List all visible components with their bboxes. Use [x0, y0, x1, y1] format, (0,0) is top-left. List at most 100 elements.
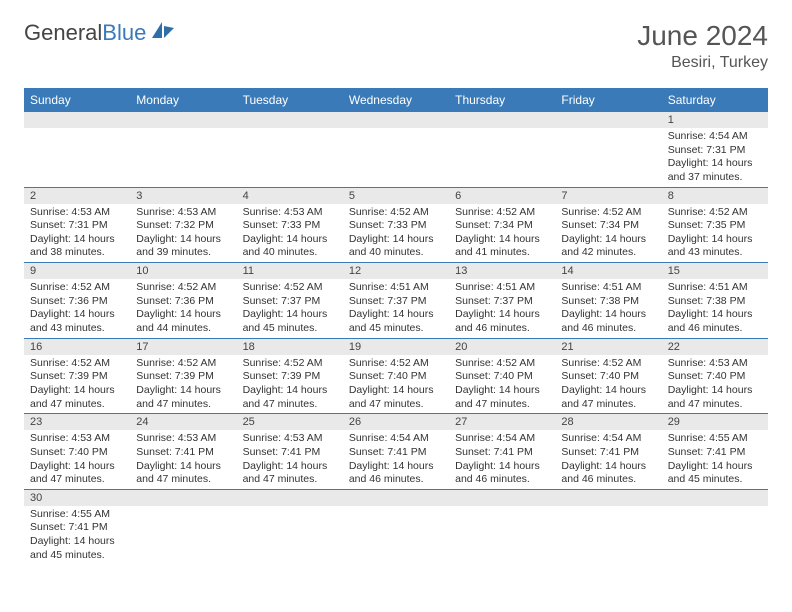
- day-line: and 46 minutes.: [455, 322, 549, 336]
- day-line: Daylight: 14 hours: [136, 460, 230, 474]
- day-line: Daylight: 14 hours: [349, 460, 443, 474]
- day-line: Sunrise: 4:55 AM: [30, 508, 124, 522]
- day-line: Sunrise: 4:54 AM: [455, 432, 549, 446]
- day-content: Sunrise: 4:55 AMSunset: 7:41 PMDaylight:…: [24, 506, 130, 565]
- day-number: 5: [343, 188, 449, 204]
- day-line: and 47 minutes.: [30, 398, 124, 412]
- day-content: Sunrise: 4:52 AMSunset: 7:39 PMDaylight:…: [24, 355, 130, 414]
- calendar-cell: 11Sunrise: 4:52 AMSunset: 7:37 PMDayligh…: [237, 263, 343, 339]
- logo: GeneralBlue: [24, 20, 176, 46]
- calendar-cell: 26Sunrise: 4:54 AMSunset: 7:41 PMDayligh…: [343, 414, 449, 490]
- calendar-cell: [662, 489, 768, 564]
- calendar-cell: 15Sunrise: 4:51 AMSunset: 7:38 PMDayligh…: [662, 263, 768, 339]
- day-line: Sunset: 7:40 PM: [668, 370, 762, 384]
- day-line: and 45 minutes.: [349, 322, 443, 336]
- day-line: Daylight: 14 hours: [136, 308, 230, 322]
- title-block: June 2024 Besiri, Turkey: [637, 20, 768, 72]
- day-content: Sunrise: 4:53 AMSunset: 7:41 PMDaylight:…: [130, 430, 236, 489]
- day-number: 12: [343, 263, 449, 279]
- day-content: [662, 506, 768, 510]
- day-line: and 41 minutes.: [455, 246, 549, 260]
- weekday-header: Friday: [555, 88, 661, 112]
- day-number: 22: [662, 339, 768, 355]
- calendar-cell: 2Sunrise: 4:53 AMSunset: 7:31 PMDaylight…: [24, 187, 130, 263]
- day-line: Sunset: 7:34 PM: [561, 219, 655, 233]
- day-line: Sunset: 7:33 PM: [349, 219, 443, 233]
- day-number: 26: [343, 414, 449, 430]
- day-line: Sunrise: 4:52 AM: [136, 281, 230, 295]
- day-line: and 43 minutes.: [668, 246, 762, 260]
- day-line: and 45 minutes.: [668, 473, 762, 487]
- day-content: Sunrise: 4:52 AMSunset: 7:35 PMDaylight:…: [662, 204, 768, 263]
- calendar-cell: 7Sunrise: 4:52 AMSunset: 7:34 PMDaylight…: [555, 187, 661, 263]
- day-number: [555, 112, 661, 128]
- calendar-cell: [130, 489, 236, 564]
- day-line: and 40 minutes.: [349, 246, 443, 260]
- day-line: Sunrise: 4:54 AM: [668, 130, 762, 144]
- day-line: Sunrise: 4:52 AM: [349, 357, 443, 371]
- calendar-cell: 29Sunrise: 4:55 AMSunset: 7:41 PMDayligh…: [662, 414, 768, 490]
- day-line: and 47 minutes.: [136, 473, 230, 487]
- day-line: Sunrise: 4:51 AM: [561, 281, 655, 295]
- calendar-cell: 10Sunrise: 4:52 AMSunset: 7:36 PMDayligh…: [130, 263, 236, 339]
- calendar-head: SundayMondayTuesdayWednesdayThursdayFrid…: [24, 88, 768, 112]
- day-line: Sunrise: 4:52 AM: [30, 357, 124, 371]
- day-line: Sunset: 7:39 PM: [243, 370, 337, 384]
- calendar-cell: 4Sunrise: 4:53 AMSunset: 7:33 PMDaylight…: [237, 187, 343, 263]
- day-line: Daylight: 14 hours: [668, 157, 762, 171]
- day-line: Sunrise: 4:52 AM: [349, 206, 443, 220]
- day-number: 20: [449, 339, 555, 355]
- day-content: Sunrise: 4:52 AMSunset: 7:39 PMDaylight:…: [237, 355, 343, 414]
- day-line: Sunset: 7:41 PM: [349, 446, 443, 460]
- day-line: Sunset: 7:36 PM: [136, 295, 230, 309]
- day-line: Sunset: 7:39 PM: [136, 370, 230, 384]
- day-line: Sunset: 7:41 PM: [561, 446, 655, 460]
- day-content: [24, 128, 130, 132]
- day-content: [237, 506, 343, 510]
- day-line: Sunset: 7:37 PM: [243, 295, 337, 309]
- day-line: and 46 minutes.: [668, 322, 762, 336]
- day-number: 21: [555, 339, 661, 355]
- calendar-cell: [130, 112, 236, 187]
- day-line: Sunset: 7:31 PM: [30, 219, 124, 233]
- day-line: Daylight: 14 hours: [243, 233, 337, 247]
- day-line: Sunrise: 4:53 AM: [136, 206, 230, 220]
- day-number: 24: [130, 414, 236, 430]
- day-number: 19: [343, 339, 449, 355]
- day-line: and 42 minutes.: [561, 246, 655, 260]
- day-content: Sunrise: 4:52 AMSunset: 7:36 PMDaylight:…: [24, 279, 130, 338]
- day-number: 16: [24, 339, 130, 355]
- calendar-cell: [449, 489, 555, 564]
- day-line: Daylight: 14 hours: [561, 308, 655, 322]
- day-content: Sunrise: 4:52 AMSunset: 7:40 PMDaylight:…: [555, 355, 661, 414]
- day-line: Daylight: 14 hours: [243, 308, 337, 322]
- weekday-header: Monday: [130, 88, 236, 112]
- day-content: [343, 506, 449, 510]
- day-line: Sunset: 7:37 PM: [455, 295, 549, 309]
- day-number: [130, 490, 236, 506]
- calendar-cell: [555, 112, 661, 187]
- day-line: Sunrise: 4:53 AM: [30, 432, 124, 446]
- calendar-cell: 3Sunrise: 4:53 AMSunset: 7:32 PMDaylight…: [130, 187, 236, 263]
- weekday-header: Tuesday: [237, 88, 343, 112]
- day-line: Sunset: 7:41 PM: [30, 521, 124, 535]
- day-number: 28: [555, 414, 661, 430]
- day-line: Sunset: 7:39 PM: [30, 370, 124, 384]
- calendar-cell: 22Sunrise: 4:53 AMSunset: 7:40 PMDayligh…: [662, 338, 768, 414]
- day-line: and 47 minutes.: [136, 398, 230, 412]
- day-content: Sunrise: 4:53 AMSunset: 7:32 PMDaylight:…: [130, 204, 236, 263]
- day-content: [130, 128, 236, 132]
- day-line: Sunset: 7:38 PM: [561, 295, 655, 309]
- calendar-cell: 17Sunrise: 4:52 AMSunset: 7:39 PMDayligh…: [130, 338, 236, 414]
- day-line: Sunrise: 4:53 AM: [668, 357, 762, 371]
- day-line: Daylight: 14 hours: [136, 233, 230, 247]
- day-line: and 46 minutes.: [455, 473, 549, 487]
- calendar-cell: 18Sunrise: 4:52 AMSunset: 7:39 PMDayligh…: [237, 338, 343, 414]
- day-number: 29: [662, 414, 768, 430]
- day-content: Sunrise: 4:51 AMSunset: 7:38 PMDaylight:…: [662, 279, 768, 338]
- day-line: Sunset: 7:38 PM: [668, 295, 762, 309]
- calendar-cell: [24, 112, 130, 187]
- calendar-cell: 5Sunrise: 4:52 AMSunset: 7:33 PMDaylight…: [343, 187, 449, 263]
- month-title: June 2024: [637, 20, 768, 52]
- calendar-cell: 27Sunrise: 4:54 AMSunset: 7:41 PMDayligh…: [449, 414, 555, 490]
